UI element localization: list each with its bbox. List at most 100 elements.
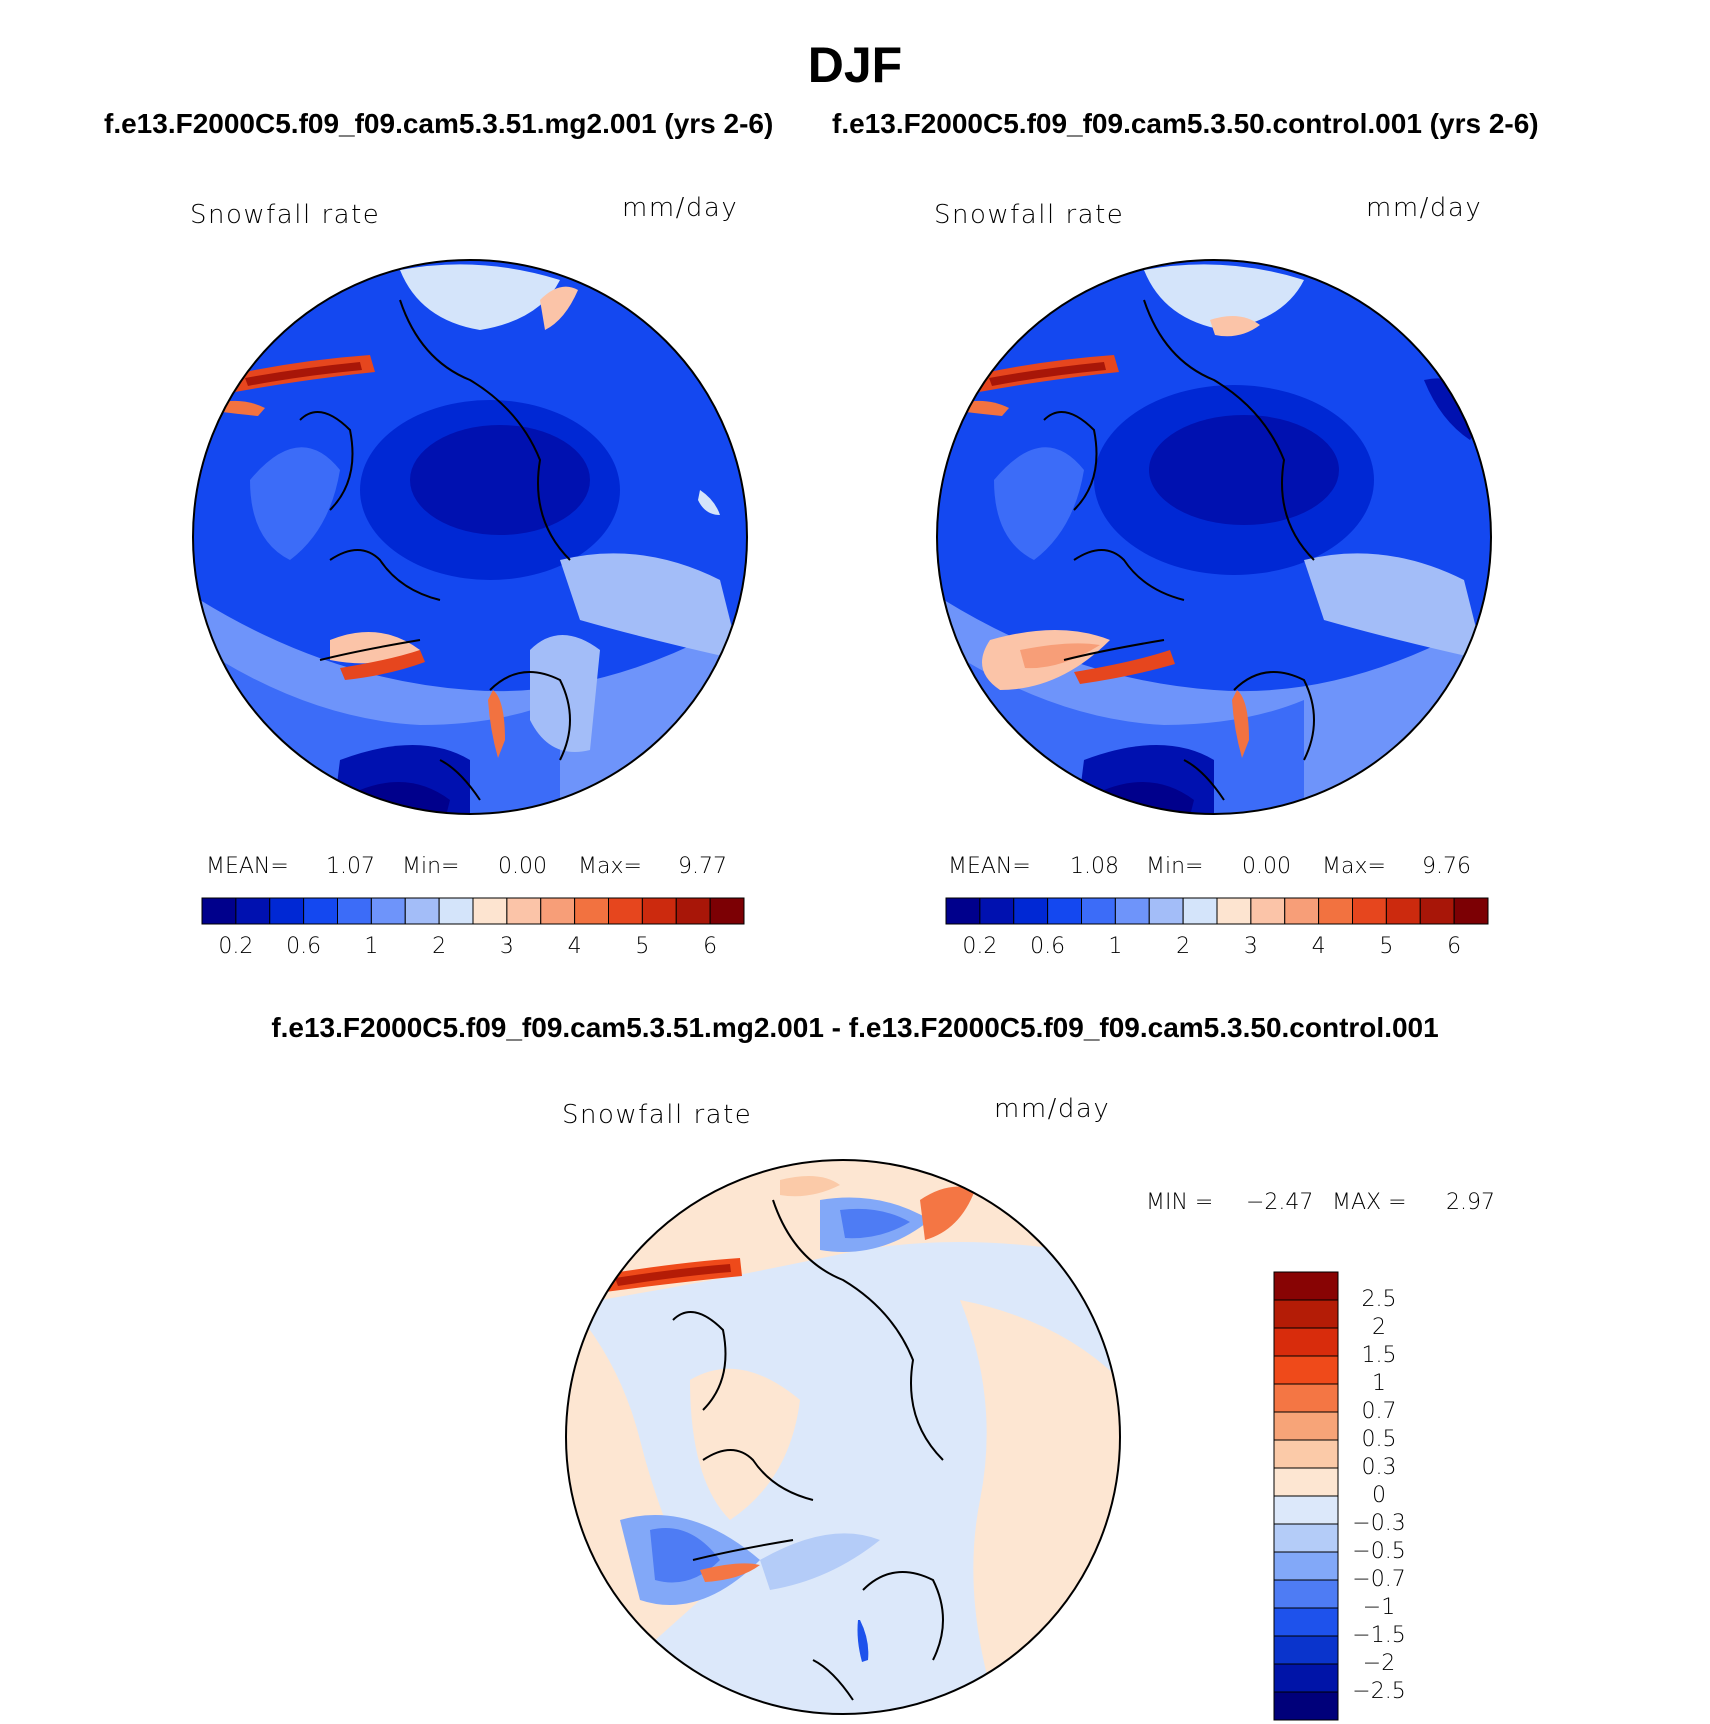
diff-units: mm/day bbox=[994, 1094, 1111, 1124]
colorbar-swatch bbox=[235, 897, 271, 925]
colorbar-tick-label: 0.6 bbox=[286, 934, 322, 959]
colorbar-tick-label: 0.3 bbox=[1361, 1455, 1397, 1480]
colorbar-swatch bbox=[404, 897, 440, 925]
colorbar-tick-label: 0 bbox=[1372, 1483, 1386, 1508]
colorbar-tick-label: 2 bbox=[1372, 1315, 1386, 1340]
colorbar-swatch bbox=[641, 897, 677, 925]
colorbar-tick-label: 5 bbox=[1379, 934, 1394, 959]
diff-min-value: −2.47 bbox=[1246, 1190, 1314, 1215]
colorbar-tick-label: 6 bbox=[1447, 934, 1462, 959]
colorbar-swatch bbox=[1318, 897, 1353, 925]
colorbar-tick-label: 2 bbox=[1176, 934, 1191, 959]
panel2-min-value: 0.00 bbox=[1242, 854, 1291, 879]
colorbar-tick-label: 6 bbox=[703, 934, 718, 959]
colorbar-tick-label: 2 bbox=[432, 934, 447, 959]
colorbar-swatch bbox=[675, 897, 711, 925]
colorbar-swatch bbox=[506, 897, 542, 925]
diff-min-label: MIN = bbox=[1146, 1190, 1214, 1215]
panel2-max-label: Max= bbox=[1322, 854, 1386, 879]
panel1-max-label: Max= bbox=[578, 854, 642, 879]
colorbar-tick-label: −1 bbox=[1362, 1595, 1396, 1620]
panel1-variable: Snowfall rate bbox=[190, 200, 381, 230]
diff-max-label: MAX = bbox=[1332, 1190, 1407, 1215]
colorbar-swatch bbox=[201, 897, 237, 925]
colorbar-tick-label: 4 bbox=[567, 934, 582, 959]
colorbar-tick-label: −0.3 bbox=[1352, 1511, 1406, 1536]
colorbar-1 bbox=[201, 897, 745, 925]
colorbar-swatch bbox=[1273, 1635, 1339, 1665]
diff-map bbox=[565, 1159, 1121, 1715]
colorbar-swatch bbox=[438, 897, 474, 925]
colorbar-swatch bbox=[945, 897, 981, 925]
colorbar-swatch bbox=[1284, 897, 1320, 925]
colorbar-tick-label: 2.5 bbox=[1361, 1287, 1397, 1312]
panel2-max-value: 9.76 bbox=[1422, 854, 1471, 879]
colorbar-tick-label: 3 bbox=[499, 934, 514, 959]
colorbar-swatch bbox=[1182, 897, 1218, 925]
colorbar-swatch bbox=[1273, 1383, 1339, 1413]
colorbar-tick-label: 0.2 bbox=[962, 934, 998, 959]
colorbar-tick-label: −1.5 bbox=[1352, 1623, 1406, 1648]
colorbar-swatch bbox=[1148, 897, 1184, 925]
panel1-min-value: 0.00 bbox=[498, 854, 547, 879]
colorbar-swatch bbox=[1385, 897, 1421, 925]
colorbar-swatch bbox=[1273, 1439, 1339, 1469]
colorbar-swatch bbox=[1273, 1299, 1339, 1329]
colorbar-swatch bbox=[1352, 897, 1387, 925]
colorbar-swatch bbox=[370, 897, 406, 925]
panel1-max-value: 9.77 bbox=[678, 854, 727, 879]
colorbar-swatch bbox=[1273, 1579, 1339, 1609]
panel1-mean-label: MEAN= bbox=[206, 854, 289, 879]
panel2-map bbox=[936, 259, 1492, 815]
colorbar-diff bbox=[1273, 1271, 1339, 1721]
colorbar-swatch bbox=[709, 897, 745, 925]
colorbar-swatch bbox=[1419, 897, 1455, 925]
colorbar-swatch bbox=[1081, 897, 1116, 925]
colorbar-swatch bbox=[1273, 1411, 1339, 1441]
colorbar-tick-label: 1.5 bbox=[1361, 1343, 1397, 1368]
colorbar-swatch bbox=[1453, 897, 1489, 925]
colorbar-swatch bbox=[1250, 897, 1286, 925]
colorbar-swatch bbox=[1273, 1467, 1339, 1497]
colorbar-swatch bbox=[1273, 1607, 1339, 1637]
colorbar-swatch bbox=[1114, 897, 1150, 925]
colorbar-tick-label: 0.5 bbox=[1361, 1427, 1397, 1452]
colorbar-tick-label: −2.5 bbox=[1352, 1679, 1406, 1704]
colorbar-swatch bbox=[979, 897, 1015, 925]
colorbar-swatch bbox=[574, 897, 609, 925]
colorbar-swatch bbox=[1273, 1523, 1339, 1553]
colorbar-swatch bbox=[337, 897, 372, 925]
diff-max-value: 2.97 bbox=[1446, 1190, 1495, 1215]
difference-title: f.e13.F2000C5.f09_f09.cam5.3.51.mg2.001 … bbox=[271, 1012, 1439, 1043]
panel1-map bbox=[192, 259, 748, 815]
colorbar-swatch bbox=[1273, 1495, 1339, 1525]
panel2-variable: Snowfall rate bbox=[934, 200, 1125, 230]
diff-variable: Snowfall rate bbox=[562, 1100, 753, 1130]
panel1-min-label: Min= bbox=[402, 854, 460, 879]
colorbar-swatch bbox=[1273, 1355, 1339, 1385]
colorbar-swatch bbox=[1273, 1663, 1339, 1693]
colorbar-swatch bbox=[1273, 1551, 1339, 1581]
colorbar-tick-label: 0.6 bbox=[1030, 934, 1066, 959]
colorbar-swatch bbox=[1013, 897, 1049, 925]
panel1-mean-value: 1.07 bbox=[326, 854, 375, 879]
colorbar-swatch bbox=[1273, 1691, 1339, 1721]
colorbar-swatch bbox=[1273, 1327, 1339, 1357]
figure-title: DJF bbox=[807, 37, 903, 93]
colorbar-swatch bbox=[1047, 897, 1082, 925]
panel2-mean-label: MEAN= bbox=[948, 854, 1031, 879]
colorbar-swatch bbox=[608, 897, 643, 925]
case2-title: f.e13.F2000C5.f09_f09.cam5.3.50.control.… bbox=[832, 108, 1539, 139]
colorbar-tick-label: 5 bbox=[635, 934, 650, 959]
panel2-mean-value: 1.08 bbox=[1070, 854, 1119, 879]
colorbar-2 bbox=[945, 897, 1489, 925]
colorbar-tick-label: 1 bbox=[1108, 934, 1123, 959]
colorbar-tick-label: −2 bbox=[1362, 1651, 1396, 1676]
colorbar-tick-label: 3 bbox=[1243, 934, 1258, 959]
colorbar-swatch bbox=[472, 897, 508, 925]
colorbar-tick-label: 1 bbox=[364, 934, 379, 959]
colorbar-tick-label: −0.7 bbox=[1352, 1567, 1406, 1592]
colorbar-swatch bbox=[1273, 1271, 1339, 1301]
colorbar-tick-label: 4 bbox=[1311, 934, 1326, 959]
